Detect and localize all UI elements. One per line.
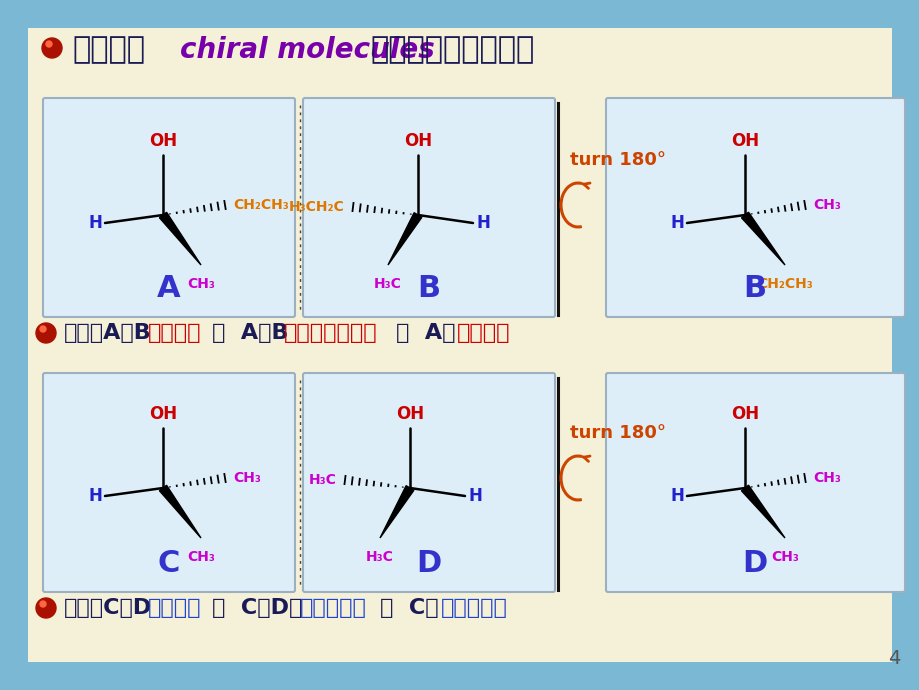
Text: 4: 4 xyxy=(887,649,899,668)
FancyBboxPatch shape xyxy=(606,98,904,317)
Text: B: B xyxy=(417,274,440,303)
Polygon shape xyxy=(159,213,200,265)
Text: H₃CH₂C: H₃CH₂C xyxy=(289,200,345,214)
Text: OH: OH xyxy=(730,405,758,423)
Text: H₃C: H₃C xyxy=(366,550,393,564)
Text: CH₃: CH₃ xyxy=(187,277,215,291)
Text: CH₃: CH₃ xyxy=(187,550,215,564)
Text: H: H xyxy=(88,214,102,232)
Text: OH: OH xyxy=(730,132,758,150)
Text: 化合物A和B: 化合物A和B xyxy=(64,323,152,343)
Text: OH: OH xyxy=(403,132,432,150)
Text: B: B xyxy=(743,274,766,303)
Text: H₃C: H₃C xyxy=(374,277,402,291)
Text: CH₂CH₃: CH₂CH₃ xyxy=(756,277,812,291)
FancyBboxPatch shape xyxy=(302,98,554,317)
Text: ，  C是: ， C是 xyxy=(380,598,437,618)
Text: turn 180°: turn 180° xyxy=(570,151,665,169)
Text: H: H xyxy=(669,487,683,505)
Text: 手性分子: 手性分子 xyxy=(72,35,145,64)
Text: H: H xyxy=(669,214,683,232)
Text: OH: OH xyxy=(395,405,424,423)
Circle shape xyxy=(36,598,56,618)
Text: D: D xyxy=(416,549,441,578)
Text: D: D xyxy=(742,549,766,578)
Polygon shape xyxy=(380,486,414,538)
Text: turn 180°: turn 180° xyxy=(570,424,665,442)
Text: H₃C: H₃C xyxy=(309,473,336,487)
Text: 非手性分子: 非手性分子 xyxy=(441,598,507,618)
Polygon shape xyxy=(741,213,784,265)
Circle shape xyxy=(46,41,52,47)
Circle shape xyxy=(42,38,62,58)
Text: 同一化合物: 同一化合物 xyxy=(300,598,366,618)
Polygon shape xyxy=(159,485,200,538)
Text: OH: OH xyxy=(149,405,176,423)
Text: 不能重合: 不能重合 xyxy=(148,323,201,343)
Text: CH₃: CH₃ xyxy=(812,471,840,485)
Text: 不是同一化合物: 不是同一化合物 xyxy=(283,323,377,343)
Text: ，  A和B: ， A和B xyxy=(211,323,288,343)
Text: CH₃: CH₃ xyxy=(233,471,261,485)
Text: H: H xyxy=(468,487,482,505)
FancyBboxPatch shape xyxy=(43,98,295,317)
Text: CH₃: CH₃ xyxy=(770,550,798,564)
Text: A: A xyxy=(157,274,181,303)
Text: H: H xyxy=(475,214,490,232)
Text: chiral molecules: chiral molecules xyxy=(180,36,435,64)
Circle shape xyxy=(36,323,56,343)
Text: CH₂CH₃: CH₂CH₃ xyxy=(233,198,289,212)
FancyBboxPatch shape xyxy=(302,373,554,592)
Text: H: H xyxy=(88,487,102,505)
Text: ，  A是: ， A是 xyxy=(395,323,455,343)
Text: 手性分子: 手性分子 xyxy=(457,323,510,343)
Text: CH₃: CH₃ xyxy=(812,198,840,212)
Polygon shape xyxy=(741,485,784,538)
Polygon shape xyxy=(388,213,422,265)
Circle shape xyxy=(40,601,46,607)
Circle shape xyxy=(40,326,46,332)
Text: 化合物C和D: 化合物C和D xyxy=(64,598,152,618)
Text: C: C xyxy=(158,549,180,578)
Text: ：有手性现象的分子: ：有手性现象的分子 xyxy=(369,35,534,64)
Text: OH: OH xyxy=(149,132,176,150)
FancyBboxPatch shape xyxy=(606,373,904,592)
Text: ，  C和D是: ， C和D是 xyxy=(211,598,301,618)
FancyBboxPatch shape xyxy=(43,373,295,592)
Text: 能够重合: 能够重合 xyxy=(148,598,201,618)
